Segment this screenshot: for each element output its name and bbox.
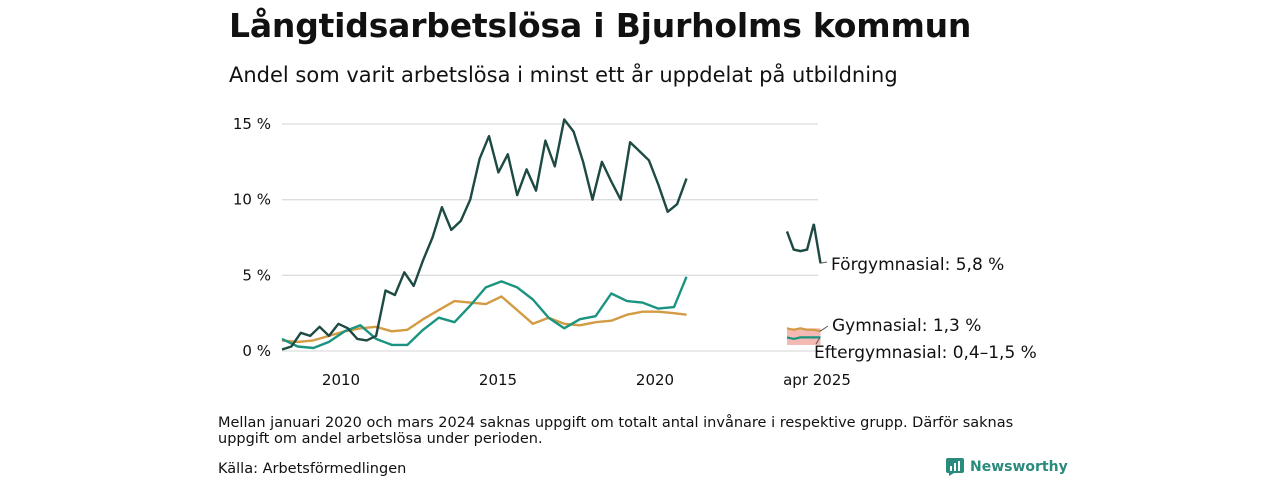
- x-tick-label: 2020: [636, 371, 674, 389]
- chart-title: Långtidsarbetslösa i Bjurholms kommun: [229, 6, 972, 45]
- end-label-forgymnasial: Förgymnasial: 5,8 %: [831, 255, 1004, 275]
- recent-line-gymnasial: [786, 327, 821, 333]
- recent-line-eftergymnasial: [786, 336, 821, 341]
- series-line-gymnasial: [281, 295, 687, 344]
- leader-line: [819, 325, 829, 332]
- x-tick-label: 2010: [322, 371, 360, 389]
- leader-line: [815, 337, 821, 345]
- footnote: Mellan januari 2020 och mars 2024 saknas…: [218, 415, 1014, 447]
- end-label-gymnasial: Gymnasial: 1,3 %: [832, 316, 981, 336]
- x-tick-label: 2015: [479, 371, 517, 389]
- recent-line-forgymnasial: [785, 223, 822, 264]
- x-tick-label: apr 2025: [783, 371, 851, 389]
- brand-name: Newsworthy: [970, 459, 1068, 475]
- chart-subtitle: Andel som varit arbetslösa i minst ett å…: [229, 63, 898, 87]
- series-line-eftergymnasial: [281, 276, 688, 350]
- end-label-eftergymnasial: Eftergymnasial: 0,4–1,5 %: [814, 343, 1037, 363]
- brand[interactable]: Newsworthy: [946, 458, 1068, 476]
- leader-line: [819, 261, 828, 264]
- y-tick-label: 10 %: [233, 191, 271, 209]
- y-tick-label: 0 %: [242, 342, 271, 360]
- y-tick-label: 5 %: [242, 266, 271, 284]
- newsworthy-logo-icon: [946, 458, 964, 476]
- series-line-forgymnasial: [281, 118, 688, 351]
- source-text: Källa: Arbetsförmedlingen: [218, 461, 407, 477]
- y-tick-label: 15 %: [233, 115, 271, 133]
